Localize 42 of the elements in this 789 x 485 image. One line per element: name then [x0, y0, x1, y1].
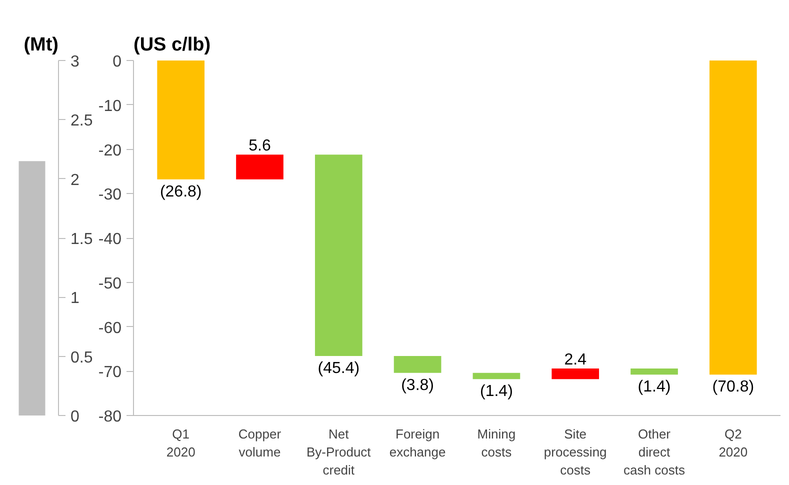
y-tick-label: -20 — [98, 142, 122, 160]
y-tick-label: 3 — [70, 54, 80, 70]
data-label: (1.4) — [480, 383, 513, 400]
y-tick-label: 0 — [112, 54, 122, 70]
bar — [472, 372, 520, 380]
x-tick-label: Net By-Product credit — [306, 426, 372, 478]
y-tick-label: 2.5 — [70, 112, 93, 130]
data-label: (45.4) — [318, 360, 360, 378]
x-tick-label: Site processing costs — [544, 426, 607, 478]
y-tick-label: -30 — [98, 186, 122, 204]
y-tick-label: -10 — [98, 98, 122, 115]
x-tick-label: Other direct cash costs — [624, 426, 686, 478]
y-tick-label: -70 — [98, 364, 122, 382]
x-tick-label: Foreign exchange — [389, 426, 446, 460]
x-tick-label: Mining costs — [477, 426, 516, 460]
data-label: (1.4) — [638, 378, 671, 396]
bar — [314, 154, 362, 356]
y-tick-label: -60 — [98, 320, 122, 337]
bar — [236, 154, 284, 180]
x-tick-label: Q1 2020 — [166, 426, 196, 460]
bar — [394, 356, 442, 373]
y-tick-label: 1.5 — [70, 231, 93, 248]
y-tick-label: -80 — [98, 408, 122, 426]
data-label: (70.8) — [712, 378, 754, 396]
y-tick-label: -50 — [98, 275, 122, 292]
y-tick-label: -40 — [98, 231, 122, 248]
bar — [157, 60, 205, 180]
y-tick-label: 0.5 — [70, 349, 93, 366]
x-tick-label: Copper volume — [238, 426, 282, 460]
bar — [552, 368, 600, 380]
data-label: (26.8) — [160, 183, 202, 200]
data-label: 2.4 — [564, 351, 587, 368]
y-tick-label: 0 — [70, 408, 80, 426]
bar — [709, 60, 757, 375]
y-axis-title: (US c/lb) — [134, 34, 211, 56]
data-label: (3.8) — [401, 376, 434, 394]
x-tick-label: Q2 2020 — [718, 426, 748, 460]
y-axis-title: (Mt) — [24, 34, 59, 56]
y-tick-label: 2 — [70, 172, 80, 189]
y-tick-label: 1 — [70, 290, 80, 308]
data-label: 5.6 — [248, 138, 271, 155]
bar — [630, 368, 678, 375]
